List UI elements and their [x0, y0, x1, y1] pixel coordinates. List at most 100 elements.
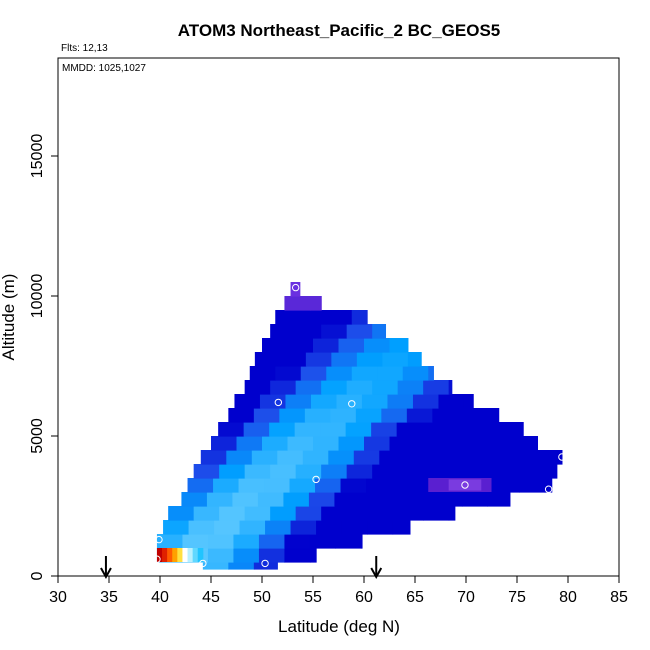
arrow-marker-head — [100, 567, 112, 580]
curtain-cell — [455, 450, 482, 465]
curtain-cell — [340, 478, 367, 493]
curtain-cell — [239, 520, 266, 535]
curtain-cell — [461, 492, 489, 507]
y-tick-label: 10000 — [29, 274, 46, 319]
curtain-cell — [493, 478, 520, 493]
curtain-cell — [321, 464, 348, 479]
curtain-cell — [463, 394, 474, 409]
arrow-markers — [100, 556, 383, 580]
curtain-cell — [233, 534, 260, 549]
y-tick-label: 0 — [29, 571, 46, 580]
curtain-cell — [372, 380, 399, 395]
curtain-cell — [295, 464, 322, 479]
curtain-cell — [371, 422, 398, 437]
curtain-cell — [315, 478, 342, 493]
curtain-cell — [309, 548, 317, 563]
curtain-cell — [295, 380, 322, 395]
curtain-cell — [280, 352, 307, 367]
curtain-cell — [457, 408, 484, 423]
curtain-hotspot-cell — [156, 548, 163, 562]
curtain-cell — [364, 338, 391, 353]
curtain-cell — [474, 464, 501, 479]
curtain-cell — [326, 366, 353, 381]
flight-point — [155, 535, 163, 544]
curtain-cell — [228, 408, 255, 423]
curtain-cell — [321, 324, 348, 339]
curtain-cell — [200, 450, 227, 465]
curtain-cell — [491, 436, 518, 451]
curtain-cell — [290, 520, 317, 535]
curtain-cell — [207, 534, 235, 549]
curtain-cell — [270, 324, 297, 339]
curtain-cell — [423, 380, 450, 395]
curtain-cell — [232, 492, 259, 507]
curtain-hotspot-cell — [162, 548, 168, 562]
x-tick-label: 75 — [508, 589, 526, 606]
curtain-cell — [234, 394, 261, 409]
curtain-cell — [364, 436, 391, 451]
curtain-hotspot-cell — [172, 548, 178, 562]
curtain-cell — [262, 338, 289, 353]
curtain-cell — [389, 436, 416, 451]
curtain-cell — [188, 520, 215, 535]
curtain-cell — [253, 408, 280, 423]
curtain-cell — [236, 436, 263, 451]
curtain-cell — [372, 506, 399, 521]
curtain-cell — [290, 282, 301, 297]
curtain-cell — [249, 366, 276, 381]
curtain-cell — [397, 506, 424, 521]
curtain-cell — [187, 478, 214, 493]
curtain-cell — [265, 520, 292, 535]
y-axis: 0 5000 10000 15000 — [29, 134, 59, 580]
curtain-cell — [483, 408, 500, 423]
curtain-cell — [213, 478, 240, 493]
curtain-cell — [244, 506, 271, 521]
curtain-cell — [182, 534, 209, 549]
x-tick-label: 35 — [100, 589, 118, 606]
curtain-cell — [379, 450, 406, 465]
curtain-hotspot-cell — [192, 548, 199, 562]
curtain-cell — [351, 366, 378, 381]
x-tick-label: 40 — [151, 589, 169, 606]
curtain-cell — [163, 520, 190, 535]
flight-point — [544, 485, 553, 493]
curtain-cell — [346, 506, 373, 521]
flight-point — [461, 481, 469, 489]
x-tick-label: 60 — [355, 589, 373, 606]
curtain-cell — [257, 492, 285, 507]
flight-point — [348, 400, 356, 408]
curtain-cell — [330, 408, 357, 423]
curtain-cell — [270, 506, 297, 521]
curtain-cell — [300, 310, 327, 325]
curtain-cell — [447, 422, 474, 437]
curtain-cell — [360, 534, 363, 549]
flight-point — [153, 555, 161, 563]
curtain-cell — [346, 380, 373, 395]
curtain-cell — [412, 394, 440, 409]
curtain-hotspot-cell — [167, 548, 173, 562]
curtain-cell — [300, 366, 327, 381]
flight-point — [558, 453, 566, 461]
curtain-cell — [473, 422, 500, 437]
curtain-cell — [218, 422, 245, 437]
curtain-cell — [407, 352, 422, 367]
curtain-cell — [304, 408, 331, 423]
curtain-cell — [372, 324, 387, 339]
curtain-cell — [346, 464, 373, 479]
curtain-cell — [382, 352, 409, 367]
curtain-cell — [391, 478, 418, 493]
curtain-cell — [275, 310, 302, 325]
curtain-cell — [193, 464, 220, 479]
curtain-cell — [309, 296, 322, 311]
flight-point — [261, 559, 269, 568]
curtain-cell — [168, 506, 195, 521]
curtain-cell — [331, 352, 358, 367]
curtain-cell — [448, 380, 453, 395]
curtain-cell — [284, 534, 311, 549]
curtain-cell — [341, 520, 368, 535]
y-tick-label: 15000 — [29, 134, 46, 179]
curtain-cell — [440, 436, 467, 451]
curtain-cell — [328, 450, 355, 465]
curtain-cell — [361, 394, 389, 409]
